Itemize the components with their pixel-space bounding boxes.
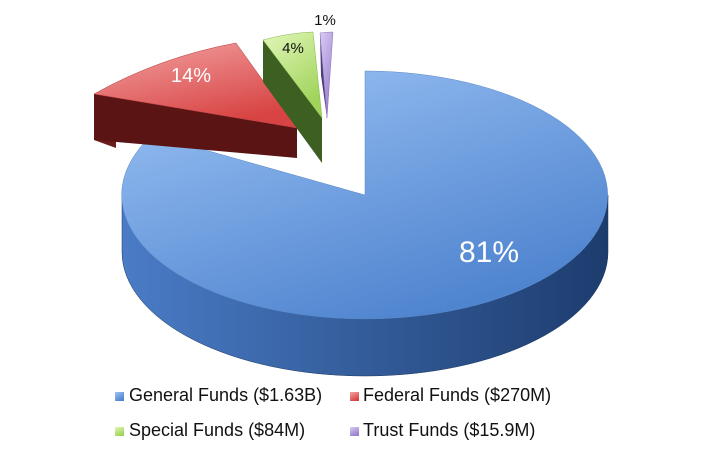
slice-federal-side-inner bbox=[94, 94, 297, 158]
legend-label-trust: Trust Funds ($15.9M) bbox=[363, 420, 535, 440]
legend-swatch-general bbox=[115, 392, 124, 401]
legend-item-general: General Funds ($1.63B) bbox=[115, 385, 322, 405]
legend: General Funds ($1.63B) Federal Funds ($2… bbox=[115, 385, 551, 440]
slice-trust-funds: 1% bbox=[314, 12, 336, 119]
slice-special-side bbox=[263, 40, 322, 163]
slice-special-funds: 4% bbox=[262, 31, 323, 163]
slice-federal-funds: 14% bbox=[93, 42, 298, 158]
legend-label-general: General Funds ($1.63B) bbox=[129, 385, 322, 405]
legend-item-trust: Trust Funds ($15.9M) bbox=[350, 420, 535, 440]
legend-label-federal: Federal Funds ($270M) bbox=[363, 385, 551, 405]
slice-general-percent: 81% bbox=[459, 236, 519, 269]
legend-item-federal: Federal Funds ($270M) bbox=[350, 385, 551, 405]
slice-federal-top bbox=[93, 42, 298, 129]
slice-federal-percent: 14% bbox=[171, 65, 211, 87]
slice-special-top bbox=[262, 31, 323, 119]
slice-trust-top bbox=[319, 31, 334, 119]
slice-general-top bbox=[121, 70, 608, 320]
legend-swatch-trust bbox=[350, 427, 359, 436]
legend-item-special: Special Funds ($84M) bbox=[115, 420, 305, 440]
legend-label-special: Special Funds ($84M) bbox=[129, 420, 305, 440]
slice-special-percent: 4% bbox=[282, 40, 304, 57]
slice-general-funds: 81% bbox=[121, 70, 609, 377]
slice-trust-percent: 1% bbox=[314, 12, 336, 29]
legend-swatch-special bbox=[115, 427, 124, 436]
legend-swatch-federal bbox=[350, 392, 359, 401]
